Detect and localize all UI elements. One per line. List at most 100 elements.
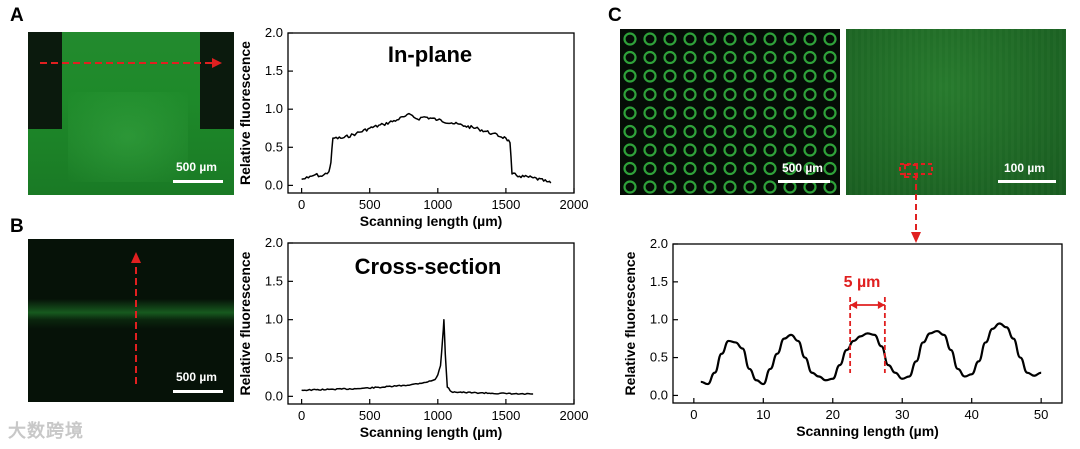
microring — [663, 50, 677, 65]
watermark: 大数跨境 — [8, 421, 84, 441]
chart-b-ytick-label: 0.0 — [265, 388, 283, 403]
microring — [763, 87, 777, 102]
chart-c-series-line — [700, 322, 1042, 386]
microring — [663, 32, 677, 46]
chart-b-xlabel: Scanning length (µm) — [360, 424, 503, 440]
chart-a-xtick-label: 1500 — [491, 197, 520, 212]
chart-a-xtick-label: 500 — [359, 197, 381, 212]
microring — [723, 124, 737, 139]
microring — [763, 124, 777, 139]
microring — [783, 32, 797, 46]
microring — [783, 87, 797, 102]
chart-c-annotation-arrowhead-right — [877, 301, 885, 309]
microring — [683, 180, 697, 194]
chart-b-ytick-label: 0.5 — [265, 350, 283, 365]
chart-b-ylabel: Relative fluorescence — [237, 251, 253, 395]
microring — [663, 69, 677, 83]
chart-a-ytick-label: 2.0 — [265, 25, 283, 40]
chart-c-annotation: 5 µm — [843, 274, 881, 291]
chart-c-ytick-label: 0.5 — [650, 350, 668, 365]
microring — [623, 124, 637, 139]
microring — [683, 106, 697, 120]
glow — [68, 92, 188, 182]
microring — [783, 50, 797, 65]
microring — [723, 143, 737, 157]
microring — [723, 87, 737, 102]
microring — [803, 143, 817, 157]
microring — [643, 106, 657, 120]
microring — [683, 143, 697, 157]
microring — [723, 50, 737, 65]
microring — [723, 106, 737, 120]
panel-label-a: A — [10, 5, 24, 26]
dark-region-left — [28, 32, 62, 129]
chart-b-ytick-label: 2.0 — [265, 235, 283, 250]
microring — [703, 161, 717, 176]
microring — [623, 106, 637, 120]
microring — [643, 124, 657, 139]
microring — [683, 124, 697, 139]
chart-b-frame — [287, 242, 575, 405]
panel-label-c: C — [608, 5, 622, 26]
microring — [723, 180, 737, 194]
microring — [623, 161, 637, 176]
micrograph-c-array: 500 µm — [620, 29, 840, 195]
microring — [623, 180, 637, 194]
microring — [683, 32, 697, 46]
chart-a-ytick-label: 1.0 — [265, 101, 283, 116]
chart-b-ytick-label: 1.0 — [265, 312, 283, 327]
microring — [643, 161, 657, 176]
microring — [683, 50, 697, 65]
chart-b-title: Cross-section — [354, 254, 502, 279]
microring — [803, 50, 817, 65]
chart-a-xlabel: Scanning length (µm) — [360, 213, 503, 229]
microring — [783, 69, 797, 83]
scale-bar-label-c2: 100 µm — [1004, 161, 1045, 175]
microring — [743, 124, 757, 139]
chart-c-ytick-label: 2.0 — [650, 236, 668, 251]
microring — [743, 69, 757, 83]
microring — [763, 69, 777, 83]
dark-region-right — [200, 32, 234, 129]
chart-c-ytick-label: 1.5 — [650, 274, 668, 289]
microring — [803, 87, 817, 102]
chart-a-xtick-label: 1000 — [423, 197, 452, 212]
scan-arrow-b — [131, 252, 141, 384]
chart-a-ytick-label: 0.0 — [265, 177, 283, 192]
microring — [803, 124, 817, 139]
microring — [803, 161, 817, 176]
chart-c-frame — [672, 243, 1063, 404]
microring — [823, 106, 837, 120]
microring — [783, 124, 797, 139]
chart-b-xtick-label: 0 — [298, 408, 305, 423]
scale-bar-c2 — [998, 180, 1056, 183]
microring — [703, 87, 717, 102]
microring — [643, 50, 657, 65]
scale-bar-b — [173, 390, 223, 393]
microring — [663, 143, 677, 157]
microring — [703, 32, 717, 46]
chart-c-xtick-label: 40 — [964, 407, 978, 422]
microring — [683, 87, 697, 102]
microring — [703, 180, 717, 194]
microring — [683, 161, 697, 176]
chart-c-ytick-label: 0.0 — [650, 387, 668, 402]
microring — [643, 32, 657, 46]
microring — [783, 143, 797, 157]
chart-a-frame — [287, 32, 575, 194]
microring — [683, 69, 697, 83]
microring — [743, 180, 757, 194]
microring — [743, 161, 757, 176]
chart-b-xtick-label: 1500 — [491, 408, 520, 423]
microring — [763, 50, 777, 65]
micrograph-c-zoom: 100 µm — [846, 29, 1066, 195]
scale-bar-c1 — [778, 180, 830, 183]
microring — [643, 143, 657, 157]
chart-a-ytick-label: 1.5 — [265, 63, 283, 78]
microring — [723, 161, 737, 176]
chart-b-xtick-label: 2000 — [560, 408, 589, 423]
microring-array — [623, 32, 837, 194]
microring — [623, 50, 637, 65]
scale-bar-label-c1: 500 µm — [782, 161, 823, 175]
